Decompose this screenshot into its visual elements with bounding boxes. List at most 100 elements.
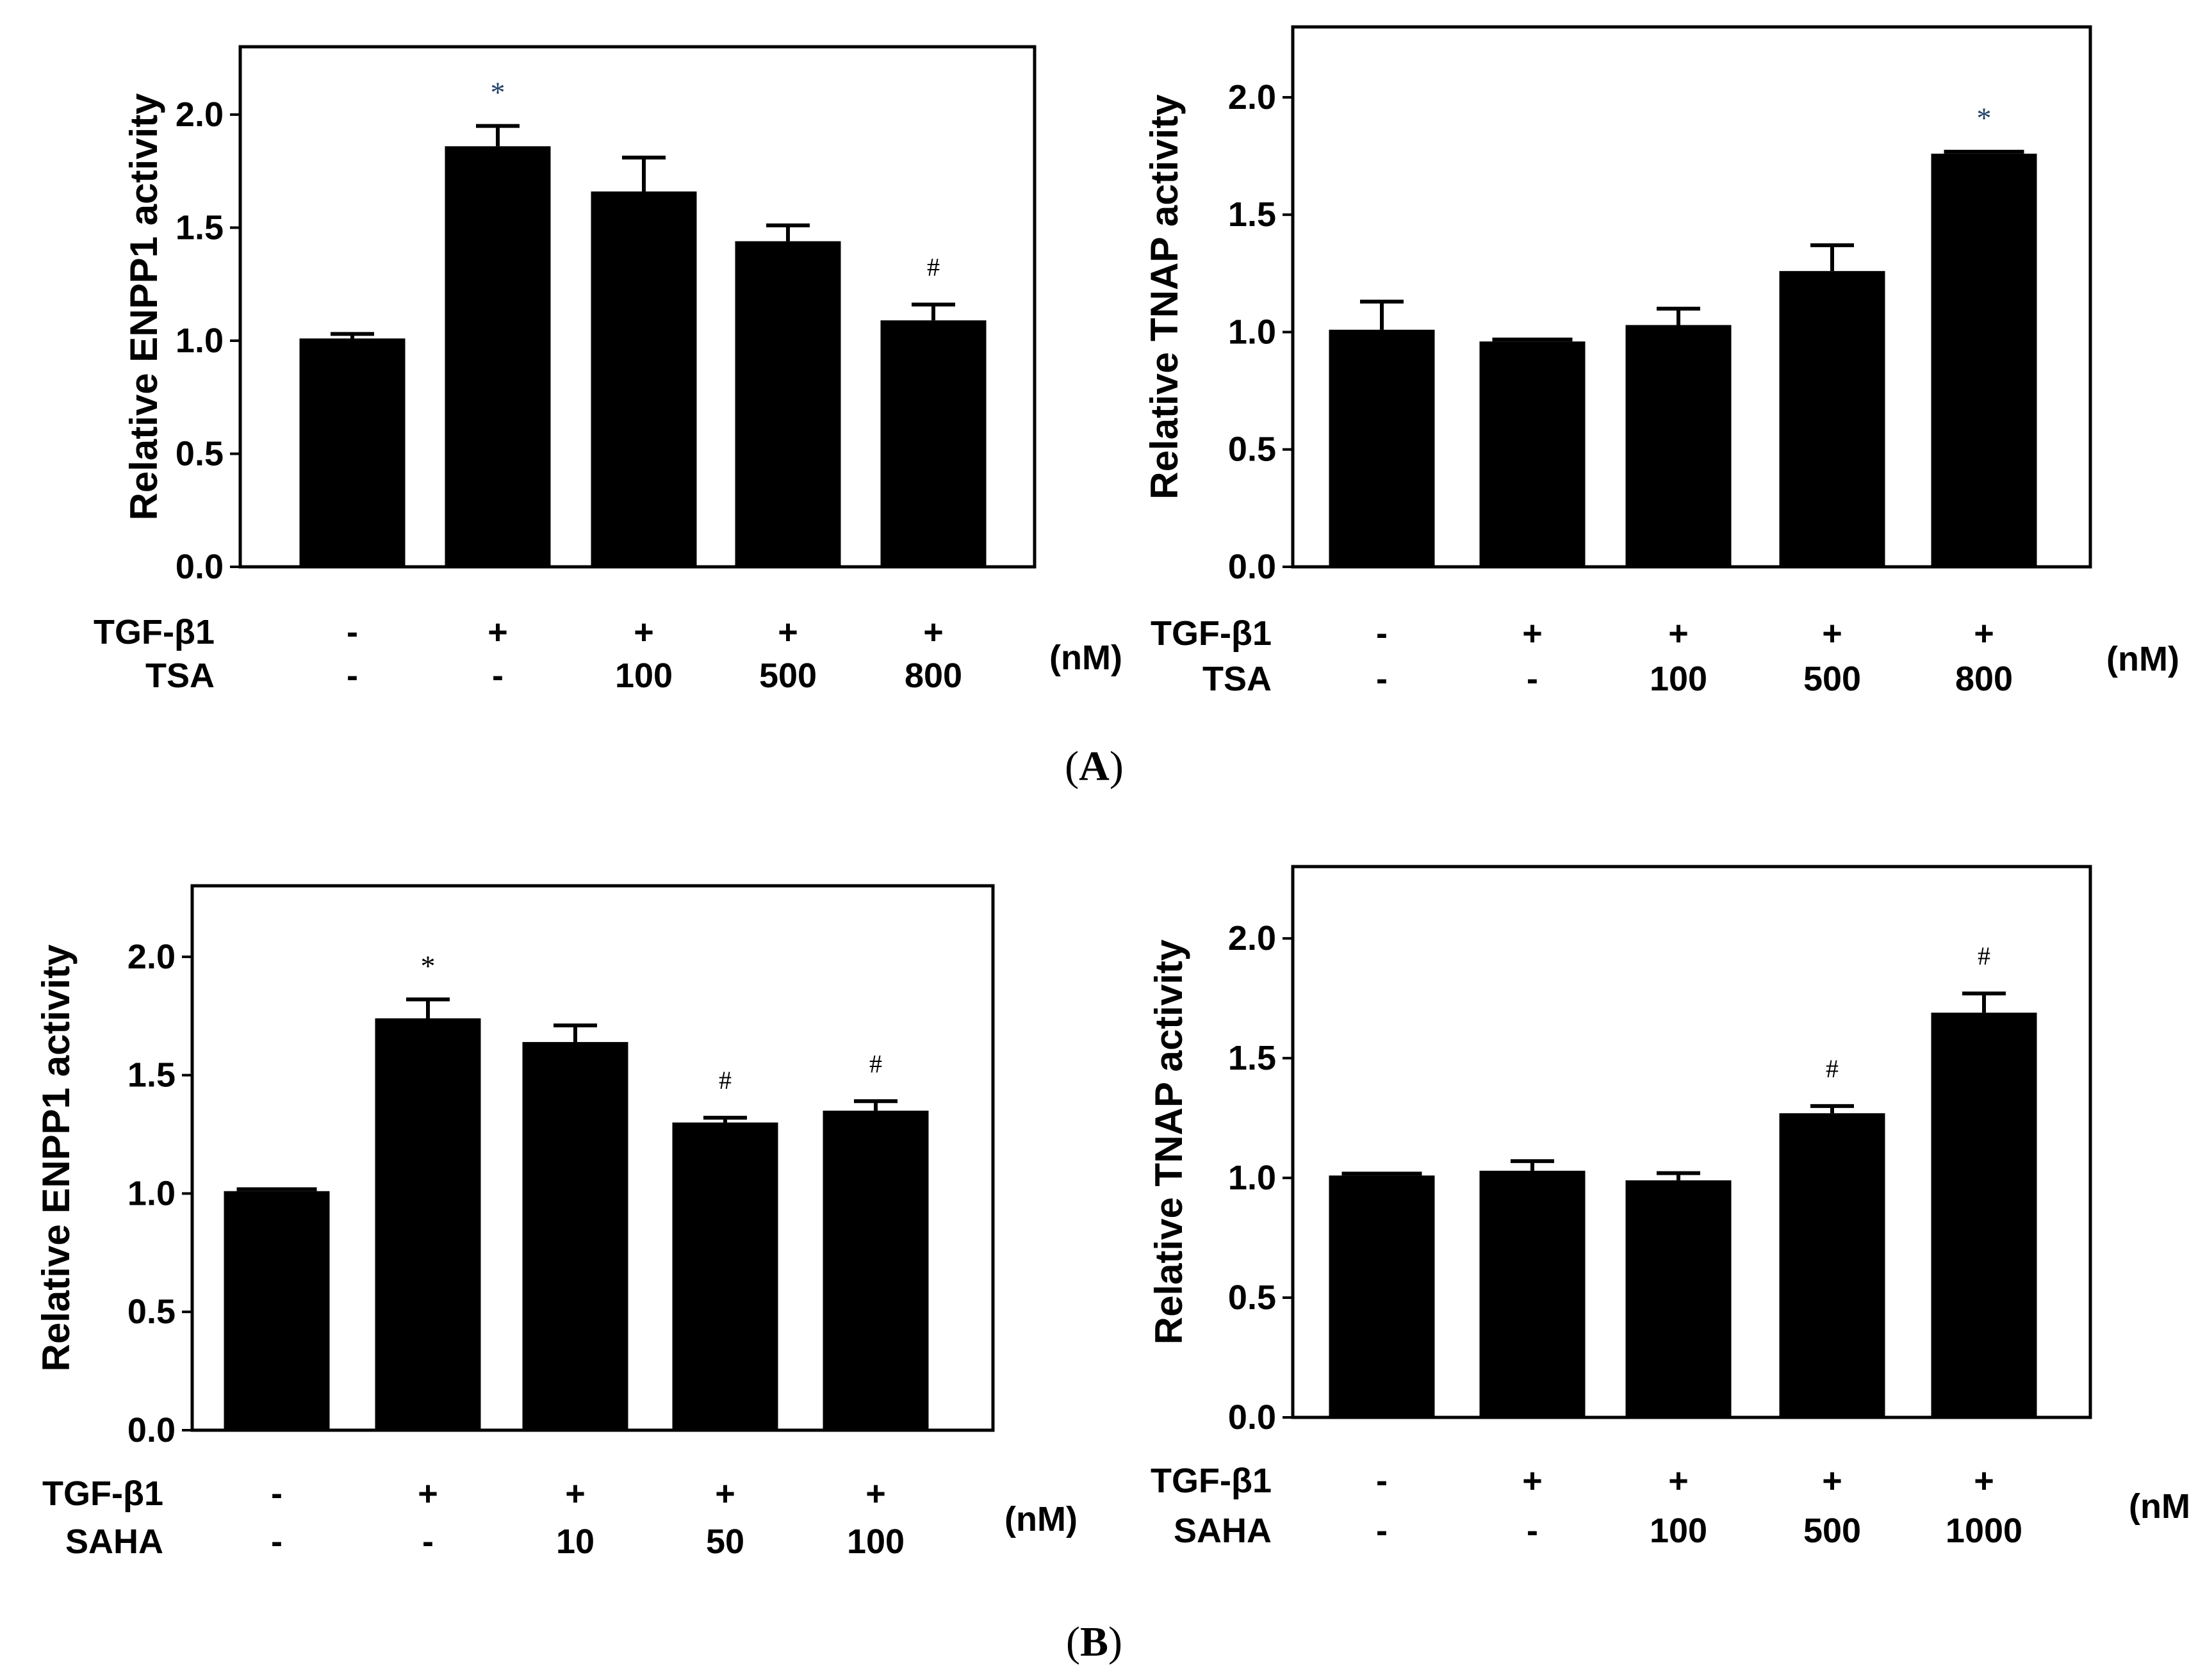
y-axis-label: Relative ENPP1 activity (35, 944, 78, 1372)
unit-label: (nM) (2129, 1487, 2189, 1526)
bar (1931, 1013, 2037, 1417)
y-axis-label: Relative TNAP activity (1143, 94, 1186, 500)
y-tick-label: 1.5 (127, 1056, 176, 1095)
bar (299, 338, 406, 567)
y-tick-label: 1.5 (1228, 195, 1276, 234)
row1-value: + (1822, 1462, 1842, 1500)
unit-label: (nM) (1049, 639, 1122, 677)
row1-value: + (865, 1474, 886, 1513)
y-tick-label: 0.5 (127, 1293, 176, 1331)
row1-value: + (1974, 614, 1994, 653)
y-tick-label: 0.5 (176, 434, 224, 473)
y-tick-label: 2.0 (1228, 78, 1276, 117)
y-tick-label: 0.5 (1228, 430, 1276, 469)
bar (1479, 341, 1586, 567)
row2-value: 10 (556, 1522, 594, 1561)
row1-label: TGF-β1 (1151, 1462, 1272, 1500)
row1-value: - (347, 613, 358, 651)
y-tick-label: 1.0 (1228, 313, 1276, 351)
significance-hash: # (719, 1066, 732, 1095)
row2-value: 800 (905, 657, 962, 695)
row1-value: + (923, 613, 944, 651)
bar (522, 1041, 628, 1430)
row1-value: + (1668, 1462, 1689, 1500)
chart-A-left: 0.0 0.5 1.0 1.5 2.0 Relative ENPP1 activity * #… (94, 45, 1122, 695)
significance-star: * (491, 76, 505, 109)
row2-value: - (271, 1522, 283, 1561)
y-tick-label: 0.0 (127, 1411, 176, 1449)
y-tick-label: 1.5 (1228, 1039, 1276, 1077)
bar (1625, 325, 1732, 567)
row1-value: - (1376, 614, 1388, 653)
y-tick-label: 2.0 (1228, 919, 1276, 958)
unit-label: (nM) (2106, 640, 2179, 678)
row2-value: 50 (706, 1522, 744, 1561)
row2-value: 500 (1803, 1512, 1861, 1550)
significance-star: * (1977, 101, 1992, 134)
row2-label: TSA (1202, 660, 1272, 698)
row1-value: + (565, 1474, 586, 1513)
row2-value: - (492, 657, 504, 695)
y-axis-label: Relative ENPP1 activity (122, 93, 165, 521)
y-axis-label: Relative TNAP activity (1147, 939, 1190, 1344)
significance-hash: # (869, 1049, 882, 1078)
y-tick-label: 1.0 (127, 1174, 176, 1212)
bar (823, 1111, 929, 1430)
row2-value: - (1527, 1512, 1538, 1550)
unit-label: (nM) (1004, 1500, 1078, 1538)
row2-value: - (347, 657, 358, 695)
row1-value: + (1522, 614, 1543, 653)
bar (1329, 329, 1435, 567)
panel-label-a: (A) (1065, 743, 1124, 790)
row2-value: 100 (1650, 660, 1707, 698)
row1-value: + (715, 1474, 735, 1513)
row2-value: - (1527, 660, 1538, 698)
row2-value: - (422, 1522, 434, 1561)
bar (1329, 1175, 1435, 1417)
bar (1779, 271, 1885, 567)
row1-value: + (1522, 1462, 1543, 1500)
row1-value: + (418, 1474, 438, 1513)
row2-label: TSA (145, 657, 215, 695)
y-tick-label: 0.0 (1228, 548, 1276, 586)
row1-value: + (634, 613, 654, 651)
significance-hash: # (1826, 1054, 1839, 1083)
significance-hash: # (1978, 942, 1990, 970)
chart-B-left: 0.0 0.5 1.0 1.5 2.0 Relative ENPP1 activity * #… (35, 884, 1078, 1561)
row1-value: + (1822, 614, 1842, 653)
bar (591, 191, 697, 567)
panel-label-b: (B) (1066, 1619, 1122, 1665)
y-tick-label: 2.0 (127, 938, 176, 976)
row1-value: + (778, 613, 798, 651)
bar (445, 146, 551, 567)
bar (224, 1191, 330, 1430)
row2-value: 1000 (1946, 1512, 2022, 1550)
row2-label: SAHA (65, 1522, 163, 1561)
row2-value: 100 (615, 657, 673, 695)
bar (735, 241, 841, 567)
bar (880, 320, 987, 567)
row1-label: TGF-β1 (1151, 614, 1272, 653)
row1-value: - (1376, 1462, 1388, 1500)
significance-hash: # (927, 252, 940, 281)
row2-value: 100 (847, 1522, 905, 1561)
bar (375, 1018, 481, 1430)
row1-label: TGF-β1 (94, 613, 215, 651)
y-tick-label: 0.5 (1228, 1278, 1276, 1317)
y-tick-label: 1.0 (1228, 1159, 1276, 1197)
row1-value: + (488, 613, 508, 651)
bar (1779, 1113, 1885, 1417)
chart-A-right: 0.0 0.5 1.0 1.5 2.0 Relative TNAP activity * TG… (1143, 25, 2179, 698)
y-tick-label: 2.0 (176, 95, 224, 134)
y-tick-label: 1.0 (176, 322, 224, 360)
row2-label: SAHA (1174, 1512, 1272, 1550)
row1-value: + (1668, 614, 1689, 653)
significance-star: * (421, 949, 436, 982)
chart-B-right: 0.0 0.5 1.0 1.5 2.0 Relative TNAP activity # # T… (1147, 865, 2189, 1550)
row1-label: TGF-β1 (42, 1474, 163, 1513)
y-tick-label: 0.0 (1228, 1398, 1276, 1437)
row2-value: - (1376, 1512, 1388, 1550)
bar (672, 1122, 778, 1430)
bar (1479, 1170, 1586, 1417)
